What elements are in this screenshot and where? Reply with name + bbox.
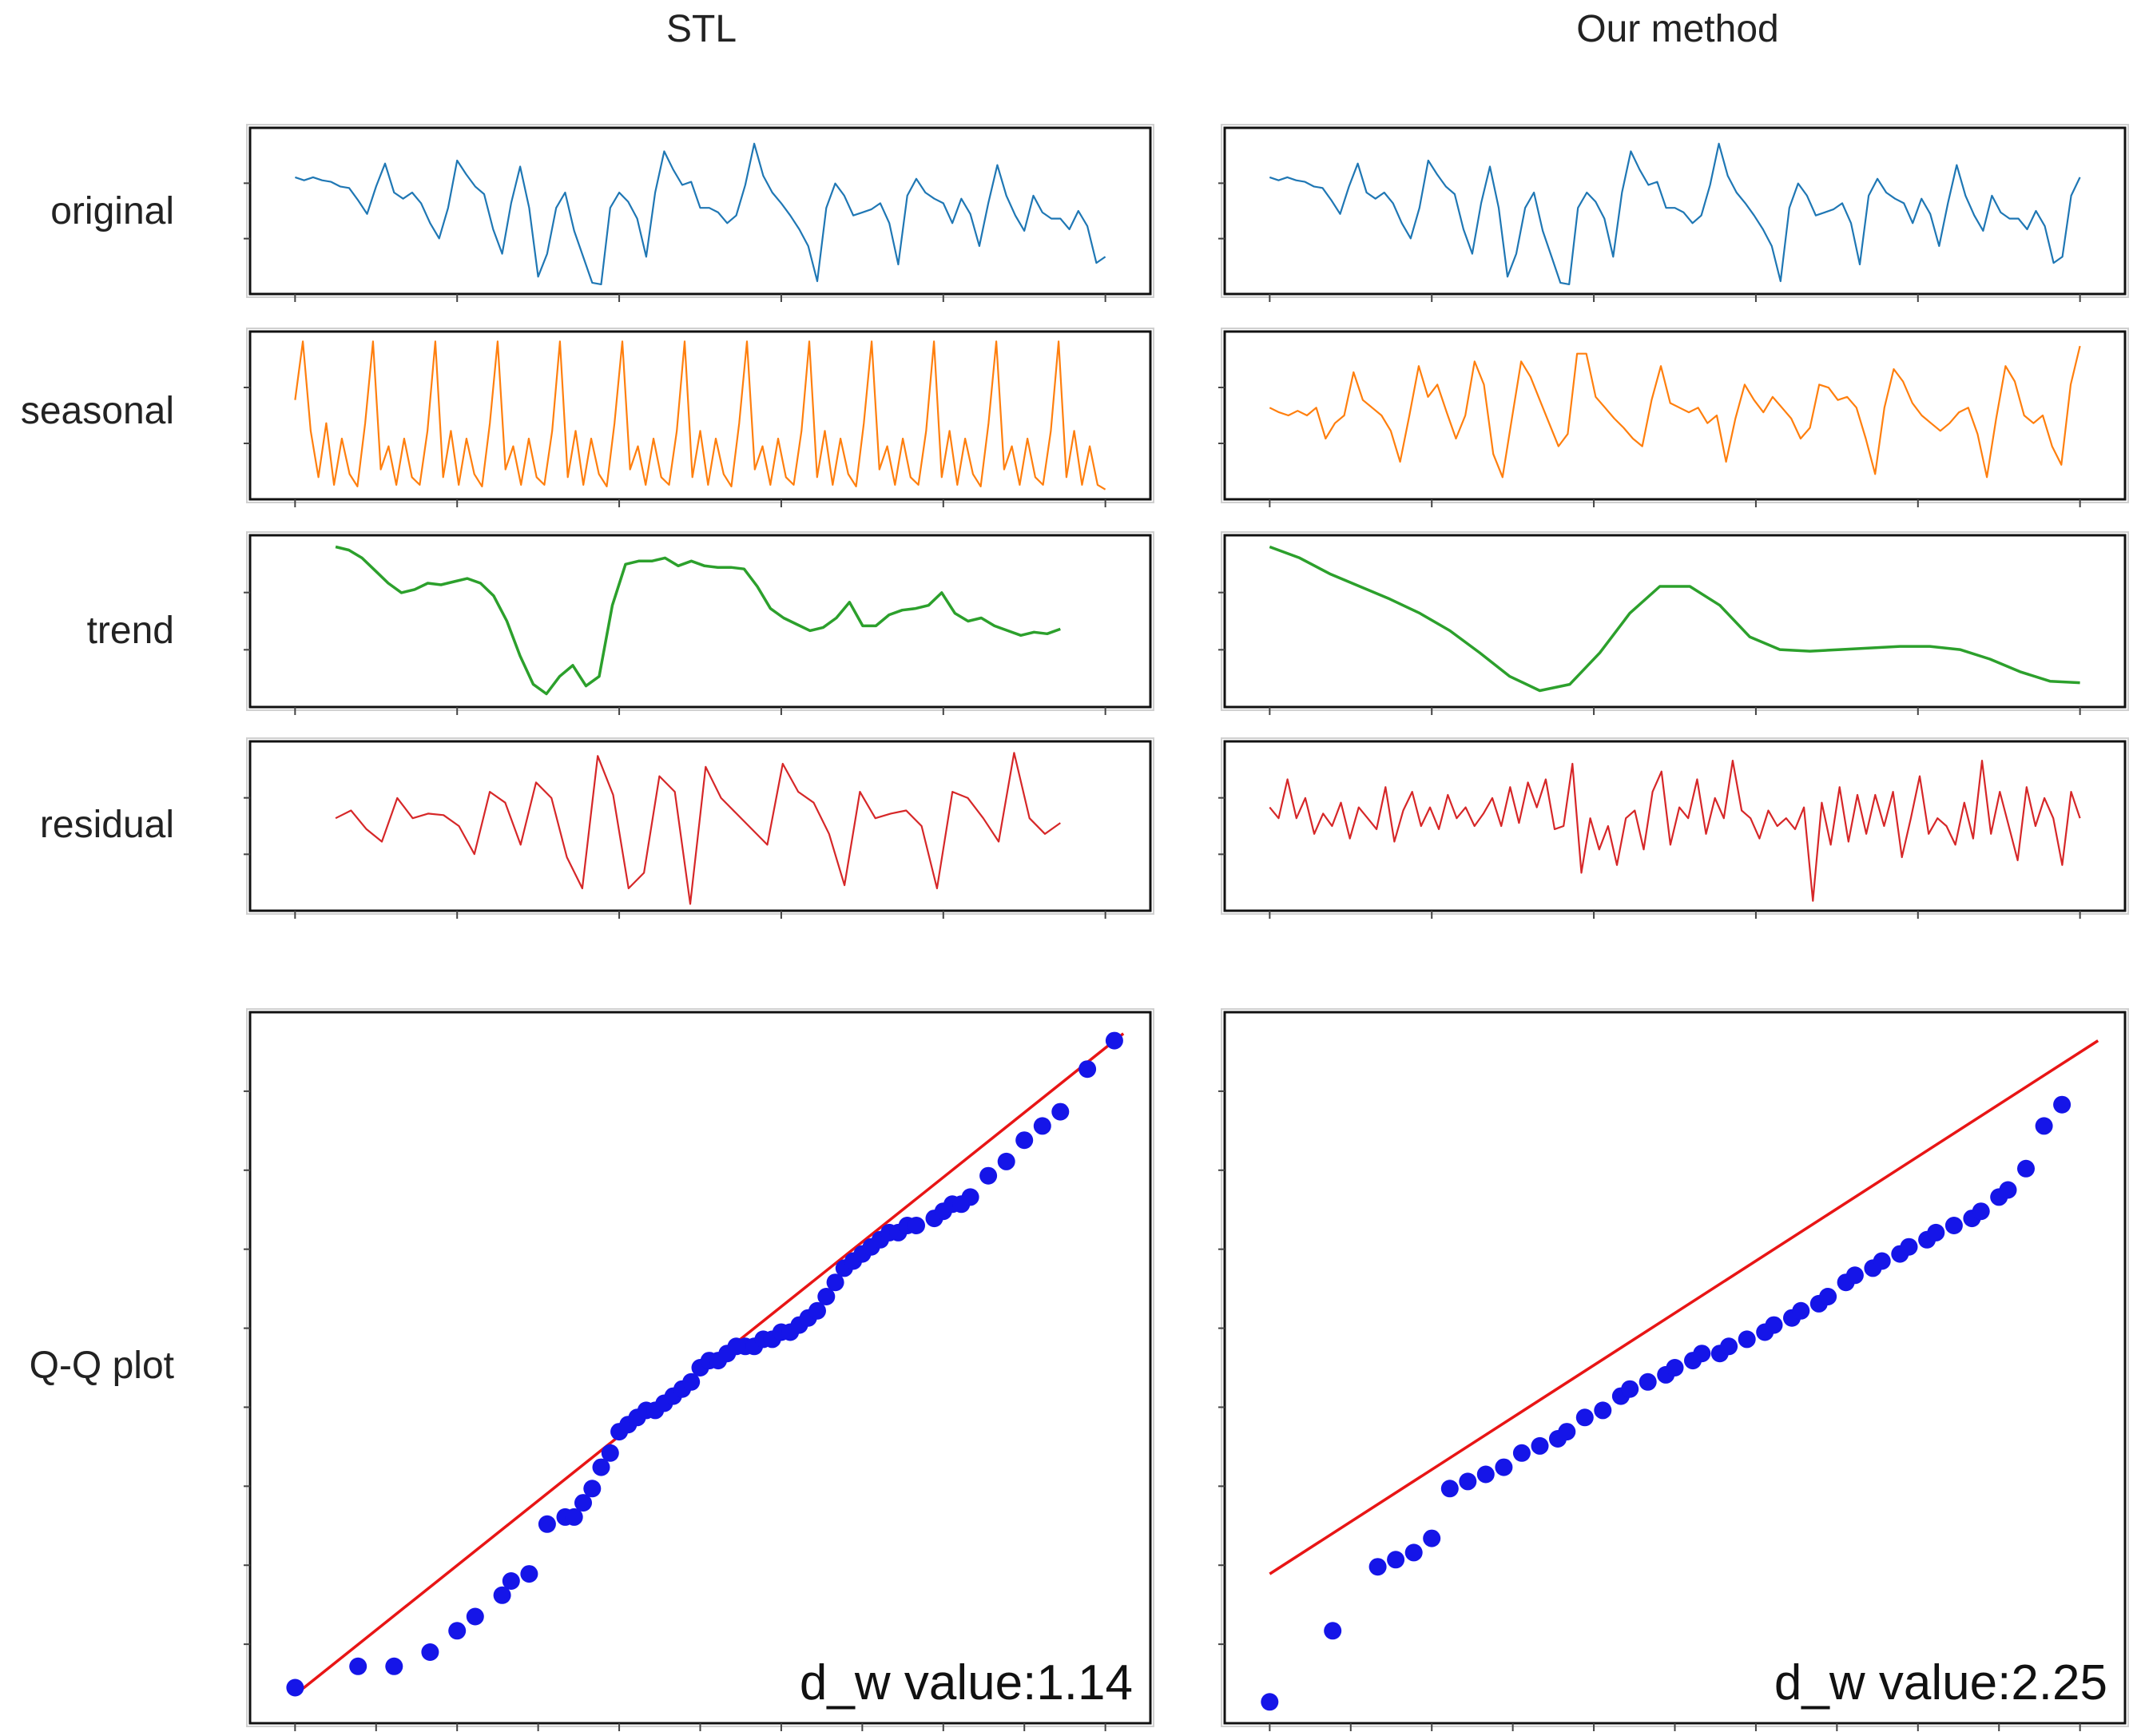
row-label-residual: residual [40, 804, 174, 846]
our-method-seasonal-series-line [1269, 345, 2081, 479]
our-method-seasonal-axes [1223, 330, 2127, 501]
our-method-seasonal-frame [1221, 328, 2129, 503]
our-method-qq-point [1324, 1622, 1342, 1640]
stl-qq-point [682, 1373, 701, 1391]
row-label-trend: trend [87, 610, 174, 652]
our-method-qq-point [1738, 1330, 1756, 1349]
our-method-qq-point [1495, 1458, 1513, 1476]
stl-qq-point [466, 1607, 484, 1626]
our-method-original-axes [1223, 126, 2127, 296]
stl-qq-point [1078, 1060, 1097, 1079]
our-method-qq-point [1476, 1465, 1495, 1484]
stl-seasonal-series-line [294, 340, 1106, 491]
our-method-qq-point [1512, 1444, 1531, 1462]
our-method-qq-point [1621, 1380, 1639, 1398]
stl-original-series-line [295, 142, 1106, 285]
stl-qq-point [979, 1166, 998, 1185]
stl-residual-axes [248, 740, 1152, 912]
stl-qq-point [592, 1458, 610, 1476]
our-method-qq-point [1423, 1529, 1441, 1547]
our-method-qq-point [2053, 1095, 2072, 1114]
our-method-qq-point [1261, 1693, 1279, 1711]
our-method-qq-point [1765, 1316, 1783, 1334]
stl-qq-point [601, 1444, 619, 1462]
stl-trend-series-line [335, 545, 1061, 696]
our-method-qq-point [1575, 1408, 1594, 1427]
our-method-qq-point [1720, 1337, 1738, 1356]
stl-qq-point [565, 1508, 583, 1526]
stl-qq-point [1051, 1102, 1070, 1121]
row-label-qq-plot: Q-Q plot [30, 1345, 174, 1387]
our-method-trend-frame [1221, 531, 2129, 711]
our-method-qq-point [1693, 1345, 1711, 1363]
our-method-qq-point [1873, 1252, 1891, 1270]
stl-qq-point [493, 1586, 511, 1604]
stl-original-axes [248, 126, 1152, 296]
row-label-original: original [50, 190, 174, 232]
stl-qq-point [583, 1480, 602, 1498]
our-method-qq-point [1639, 1373, 1657, 1391]
our-method-qq-dw-annotation: d_w value:2.25 [1774, 1655, 2107, 1710]
our-method-qq-point [1845, 1266, 1864, 1285]
our-method-qq-point [1900, 1237, 1918, 1256]
stl-qq-point [997, 1152, 1015, 1170]
our-method-qq-point [1944, 1217, 1963, 1234]
our-method-qq-point [2035, 1117, 2053, 1135]
column-title-our-method: Our method [1576, 8, 1778, 50]
stl-qq-point [385, 1657, 403, 1675]
our-method-qq-point [1440, 1480, 1459, 1498]
stl-qq-point [908, 1217, 925, 1234]
our-method-qq-reference-line [1269, 1039, 2099, 1575]
stl-qq-point [808, 1301, 826, 1320]
stl-qq-point [961, 1188, 979, 1206]
our-method-residual-frame [1221, 737, 2129, 915]
stl-qq-point [1105, 1031, 1123, 1050]
our-method-qq-point [1819, 1288, 1837, 1305]
our-method-qq-point [1459, 1472, 1477, 1491]
our-method-trend-axes [1223, 534, 2127, 709]
stl-residual-frame [246, 737, 1154, 915]
our-method-original-series-line [1269, 142, 2081, 285]
stl-qq-point [349, 1657, 367, 1675]
stl-original-frame [246, 124, 1154, 298]
our-method-qq-point [1927, 1223, 1945, 1241]
stl-trend-frame [246, 531, 1154, 711]
stl-qq-dw-annotation: d_w value:1.14 [800, 1655, 1133, 1710]
our-method-original-frame [1221, 124, 2129, 298]
row-label-seasonal: seasonal [21, 390, 174, 432]
stl-qq-point [826, 1273, 844, 1292]
our-method-qq-point [1368, 1558, 1387, 1576]
stl-qq-point [421, 1643, 439, 1661]
our-method-qq-point [2017, 1159, 2035, 1178]
our-method-qq-point [1558, 1423, 1576, 1441]
our-method-residual-series-line [1269, 759, 2081, 902]
column-title-stl: STL [666, 8, 737, 50]
stl-qq-point [817, 1288, 836, 1305]
stl-seasonal-axes [248, 330, 1152, 501]
stl-residual-series-line [335, 752, 1061, 905]
our-method-qq-point [1594, 1401, 1612, 1420]
stl-qq-point [1033, 1117, 1051, 1135]
stl-qq-point [286, 1678, 304, 1697]
stl-qq-point [538, 1515, 556, 1533]
stl-qq-point [502, 1572, 520, 1590]
our-method-trend-series-line [1269, 545, 2080, 693]
our-method-qq-point [1666, 1359, 1684, 1376]
stl-qq-point [574, 1494, 592, 1512]
chart-panels: d_w value:1.14 d_w value:2.25 [244, 124, 2129, 1731]
stl-qq-point [1015, 1131, 1034, 1150]
our-method-qq-point [1531, 1436, 1549, 1455]
our-method-qq-point [1792, 1301, 1810, 1320]
our-method-qq-point [1999, 1181, 2017, 1199]
stl-qq-point [520, 1565, 538, 1583]
stl-qq-point [448, 1622, 467, 1640]
our-method-qq-point [1387, 1551, 1405, 1569]
stl-trend-axes [248, 534, 1152, 709]
stl-seasonal-frame [246, 328, 1154, 503]
our-method-qq-point [1404, 1543, 1423, 1562]
our-method-qq-point [1972, 1202, 1990, 1221]
